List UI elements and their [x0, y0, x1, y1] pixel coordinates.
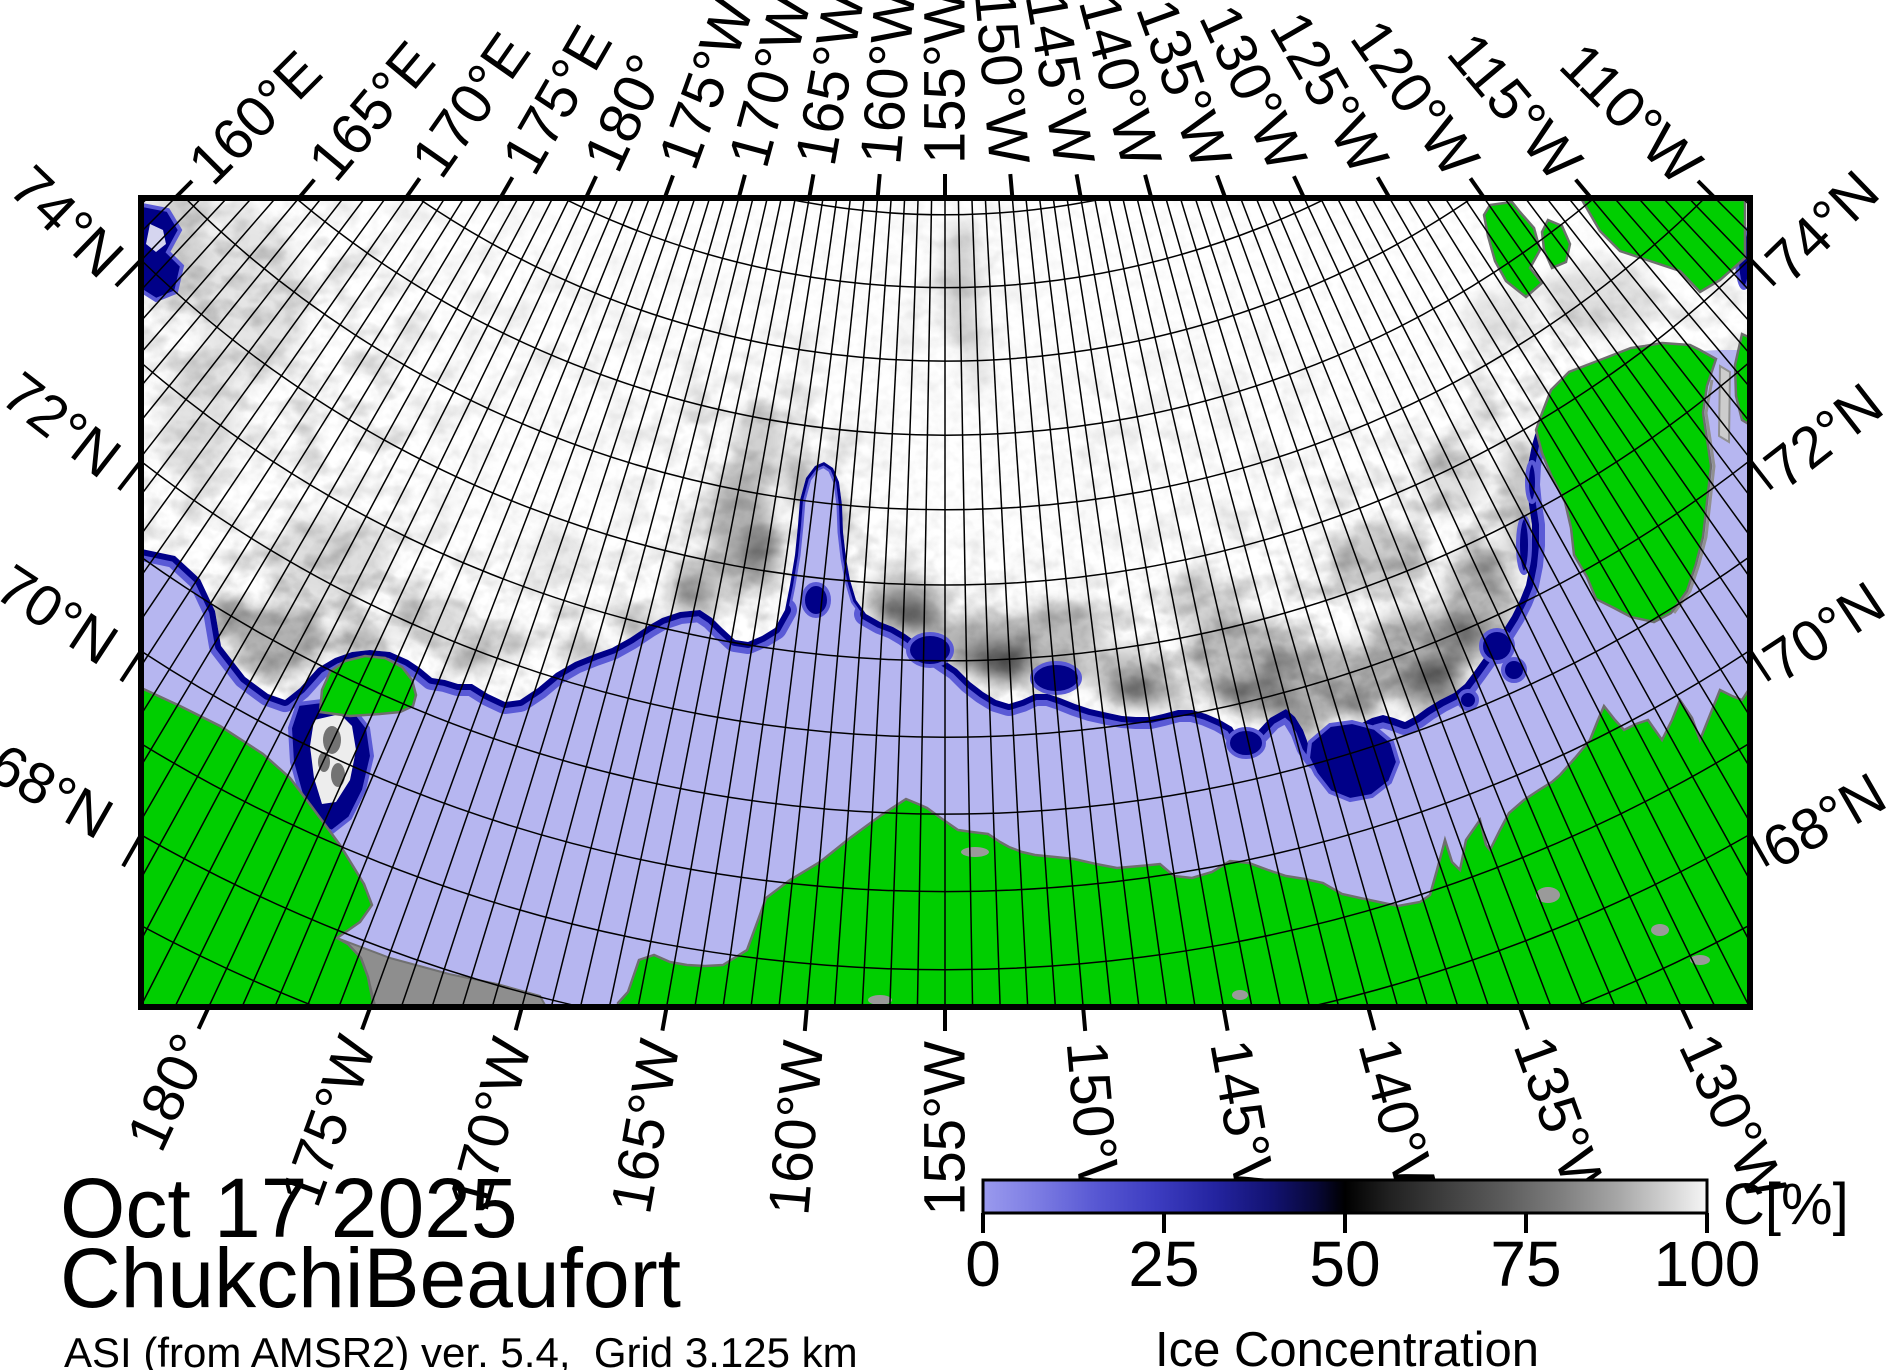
svg-text:72°N: 72°N — [1753, 371, 1890, 502]
svg-text:Oct 17 2025: Oct 17 2025 — [60, 1161, 518, 1255]
svg-text:25: 25 — [1128, 1228, 1199, 1300]
svg-text:C[%]: C[%] — [1723, 1172, 1849, 1237]
svg-text:72°N: 72°N — [0, 360, 132, 491]
svg-text:70°N: 70°N — [1752, 569, 1890, 695]
svg-text:74°N: 74°N — [0, 153, 136, 290]
svg-text:70°N: 70°N — [0, 552, 129, 677]
svg-text:Ice Concentration: Ice Concentration — [1155, 1323, 1539, 1370]
svg-text:180°: 180° — [114, 1024, 224, 1160]
svg-text:110°W: 110°W — [1548, 31, 1715, 198]
svg-text:100: 100 — [1654, 1228, 1761, 1300]
svg-text:0: 0 — [965, 1228, 1001, 1300]
svg-text:155°W: 155°W — [913, 0, 978, 164]
svg-text:75: 75 — [1490, 1228, 1561, 1300]
svg-text:ASI (from AMSR2) ver. 5.4, Gr: ASI (from AMSR2) ver. 5.4, Grid 3.125 km — [64, 1329, 858, 1370]
svg-text:68°N: 68°N — [1752, 760, 1890, 881]
svg-text:155°W: 155°W — [913, 1041, 978, 1216]
svg-text:150°W: 150°W — [962, 0, 1042, 167]
svg-text:160°E: 160°E — [176, 39, 334, 197]
svg-text:74°N: 74°N — [1753, 158, 1890, 295]
svg-text:68°N: 68°N — [0, 731, 123, 852]
svg-text:ChukchiBeaufort: ChukchiBeaufort — [60, 1231, 681, 1325]
svg-text:160°W: 160°W — [756, 1038, 836, 1218]
svg-text:165°W: 165°W — [598, 1035, 692, 1219]
svg-text:50: 50 — [1309, 1228, 1380, 1300]
svg-text:160°W: 160°W — [848, 0, 928, 167]
